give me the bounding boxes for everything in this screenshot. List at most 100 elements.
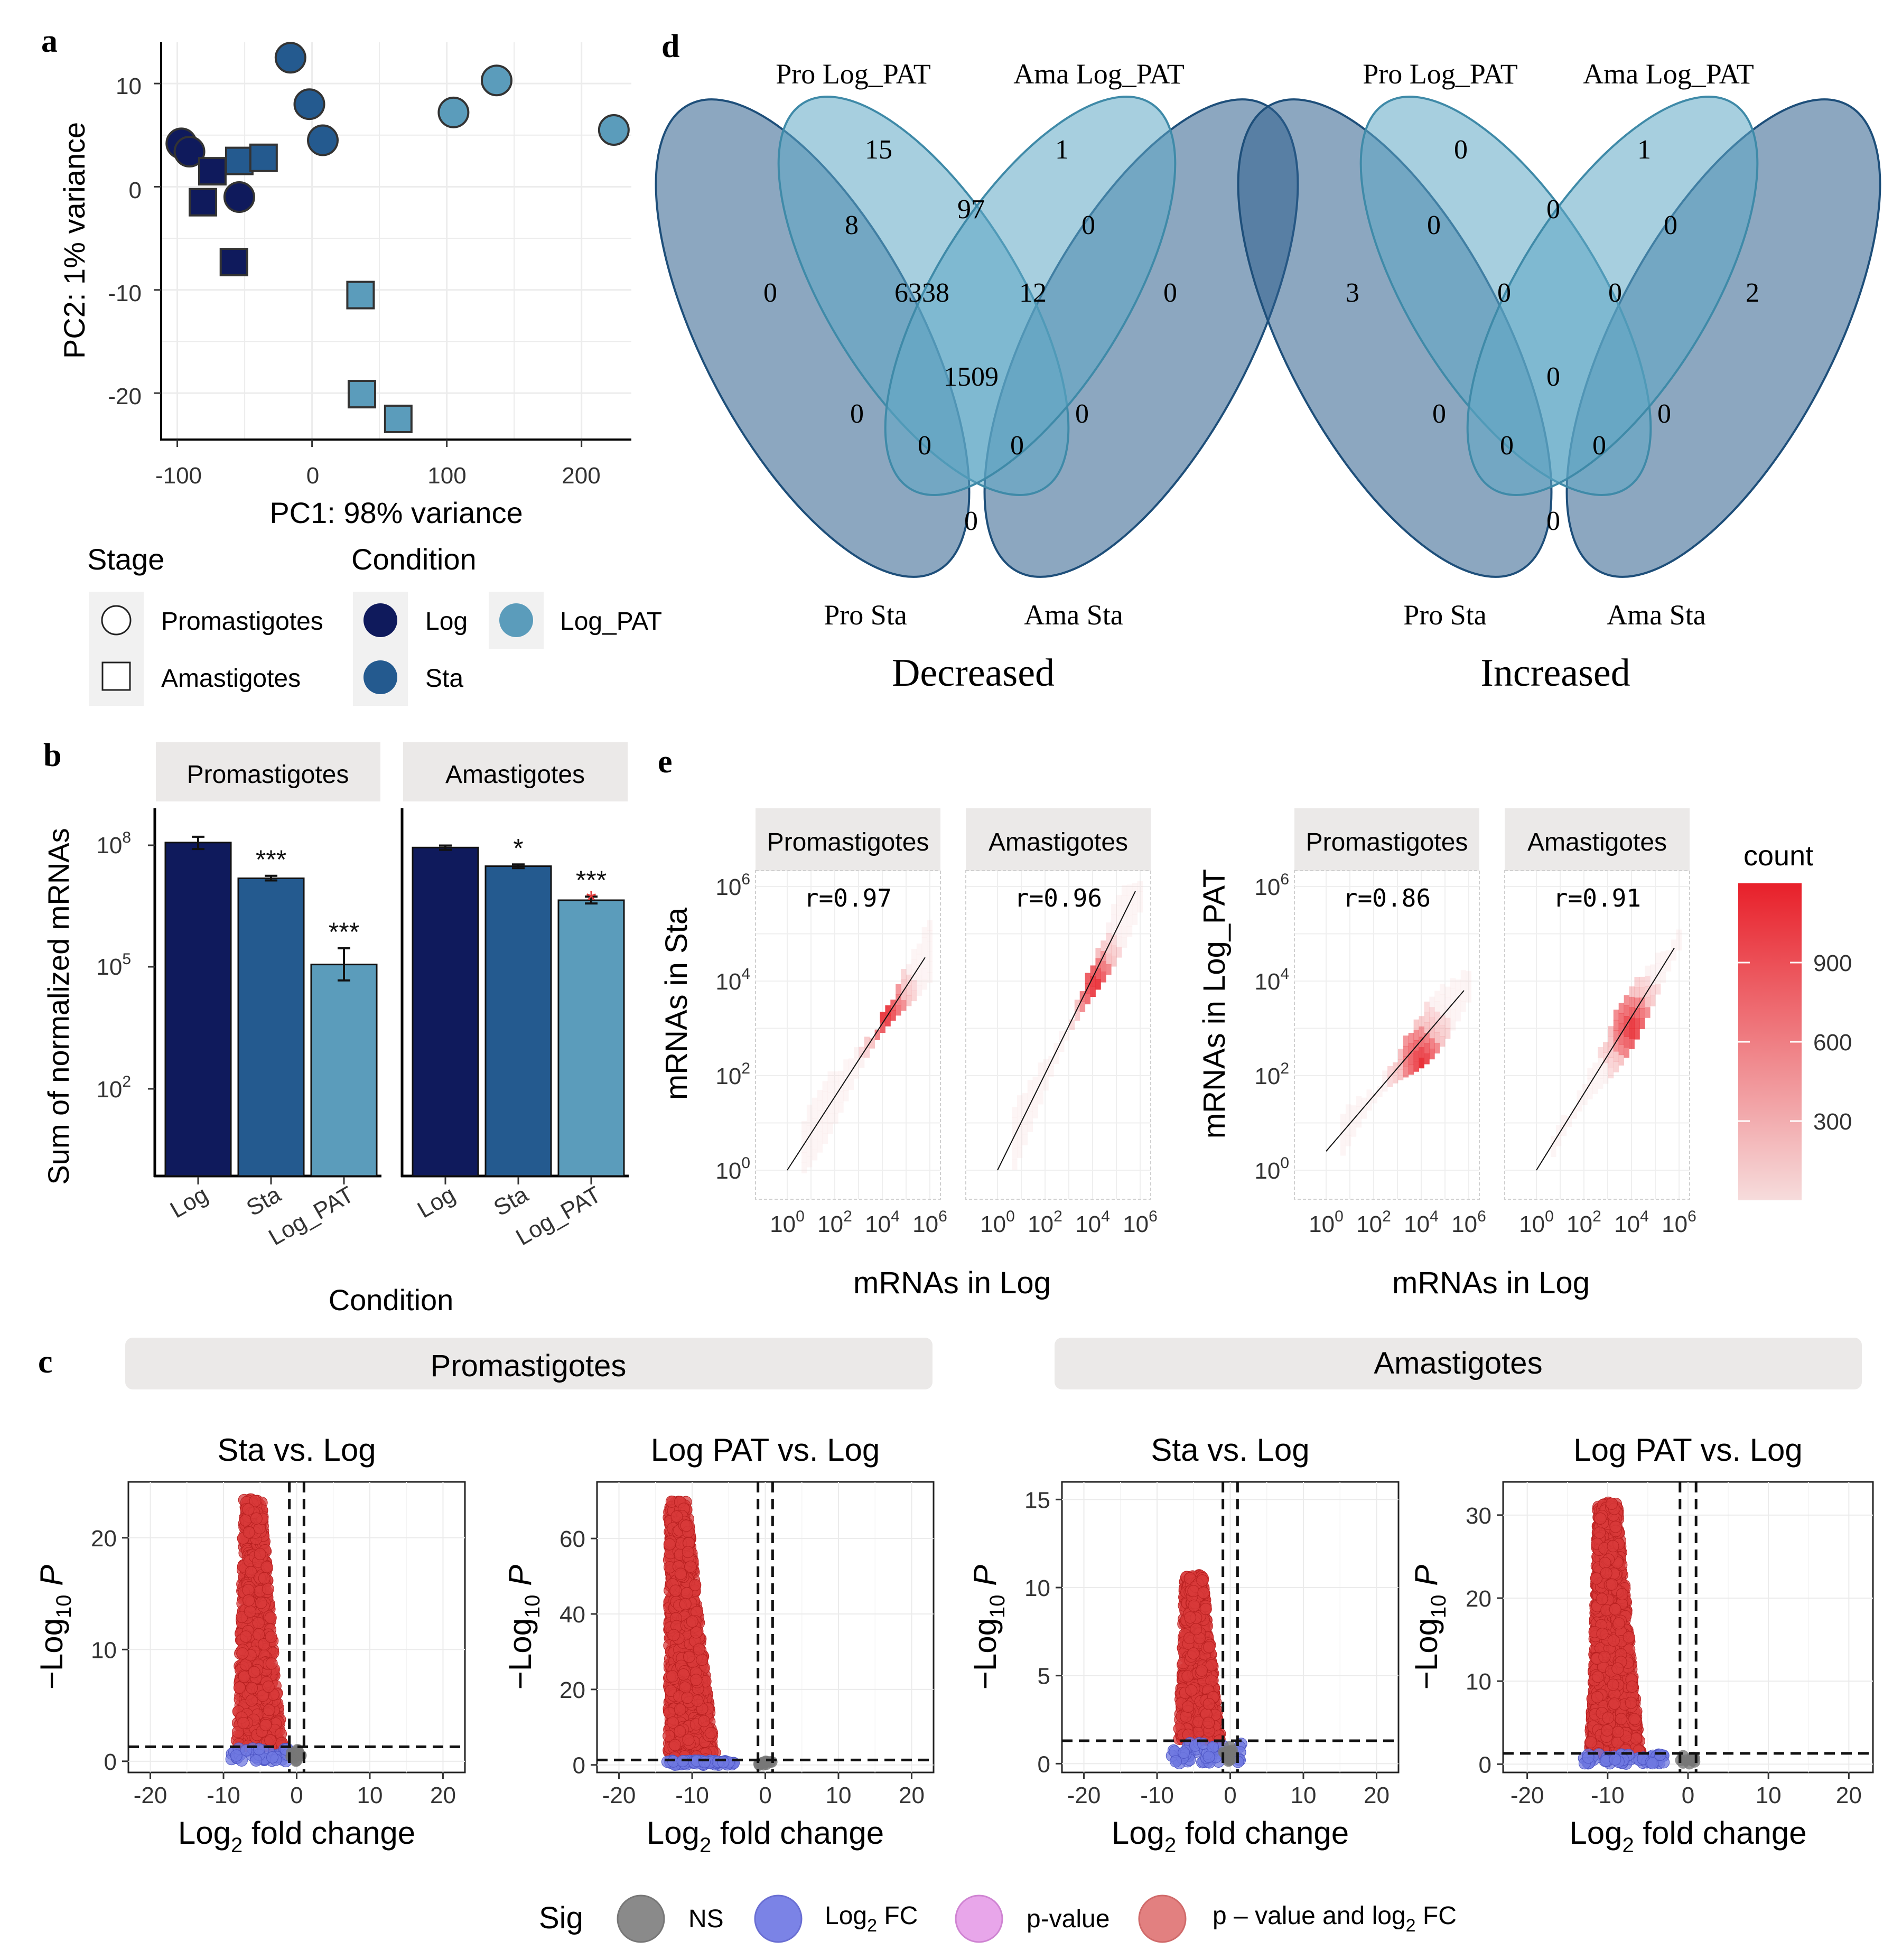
density-cell xyxy=(812,1139,818,1150)
density-cell xyxy=(1629,1018,1635,1029)
heatmap-panel xyxy=(1504,870,1690,1200)
heatmap-y-tick: 102 xyxy=(1254,1060,1289,1089)
density-cell xyxy=(827,1071,833,1082)
density-cell xyxy=(1424,1043,1430,1054)
volcano-point-sig xyxy=(666,1670,679,1683)
density-cell xyxy=(806,1156,813,1168)
density-cell xyxy=(1090,986,1096,997)
density-cell xyxy=(927,962,933,973)
volcano-point-sig xyxy=(243,1594,255,1607)
density-cell xyxy=(1106,922,1112,934)
venn-count-decreased: 12 xyxy=(1019,278,1047,308)
volcano-point-sig xyxy=(1190,1623,1202,1636)
density-cell xyxy=(1132,893,1138,904)
density-cell xyxy=(1624,1047,1629,1058)
pca-y-label: PC2: 1% variance xyxy=(58,122,91,359)
density-cell xyxy=(1566,1116,1572,1127)
density-cell xyxy=(1126,916,1133,927)
density-cell xyxy=(1429,1038,1435,1049)
density-cell xyxy=(1043,1080,1049,1091)
legend-stage-label: Amastigotes xyxy=(161,665,301,693)
volcano-point-sig xyxy=(243,1526,255,1538)
density-cell xyxy=(1455,1000,1461,1011)
bar-x-tick-label: Log xyxy=(413,1181,460,1223)
correlation-label: r=0.97 xyxy=(804,884,892,912)
volcano-point-fc xyxy=(1202,1750,1215,1763)
density-cell xyxy=(1106,954,1112,965)
density-cell xyxy=(1366,1100,1372,1111)
bar xyxy=(310,964,378,1177)
venn-count-increased: 1 xyxy=(1637,135,1651,165)
density-cell xyxy=(1121,916,1127,927)
volcano-point-sig xyxy=(663,1538,676,1551)
volcano-point-sig xyxy=(258,1572,271,1584)
density-cell xyxy=(833,1103,838,1114)
volcano-x-label: Log2 fold change xyxy=(647,1815,884,1857)
density-cell xyxy=(812,1150,818,1161)
density-cell xyxy=(1455,1011,1461,1022)
significance-stars: * xyxy=(513,833,523,863)
density-cell xyxy=(1429,1049,1435,1060)
density-cell xyxy=(1121,895,1127,907)
volcano-point-sig xyxy=(1197,1586,1210,1599)
density-cell xyxy=(801,1131,807,1142)
density-cell xyxy=(1106,943,1112,954)
density-cell xyxy=(859,1047,865,1058)
heatmap-strip-title: Promastigotes xyxy=(767,828,929,856)
density-cell xyxy=(1587,1088,1593,1099)
density-cell xyxy=(1676,929,1682,940)
density-cell xyxy=(1043,1069,1049,1080)
volcano-y-tick: 20 xyxy=(91,1526,117,1552)
volcano-point-sig xyxy=(690,1674,703,1686)
density-cell xyxy=(1356,1117,1362,1128)
density-cell xyxy=(885,1015,891,1026)
heatmap-strip xyxy=(1505,808,1690,871)
density-cell xyxy=(1551,1146,1556,1157)
density-cell xyxy=(1592,1062,1598,1074)
count-legend-tick: 600 xyxy=(1813,1030,1852,1056)
density-cell xyxy=(1555,1135,1562,1146)
heatmap-x-tick: 102 xyxy=(1356,1208,1391,1237)
density-cell xyxy=(1445,986,1451,997)
density-cell xyxy=(1434,1032,1440,1043)
volcano-y-tick: 10 xyxy=(1024,1575,1050,1601)
density-cell xyxy=(1587,1068,1593,1079)
density-cell xyxy=(1413,1061,1419,1072)
density-cell xyxy=(1629,1038,1635,1049)
density-cell xyxy=(1445,1018,1451,1029)
density-cell xyxy=(927,972,933,983)
heatmap-strip-title: Amastigotes xyxy=(1527,828,1667,856)
density-cell xyxy=(806,1135,813,1147)
bar-y-ticks: 108 105 102 xyxy=(96,829,131,1103)
density-cell xyxy=(1366,1089,1372,1100)
density-cell xyxy=(1340,1134,1346,1145)
volcano-point-sig xyxy=(236,1647,249,1660)
density-cell xyxy=(1639,1018,1645,1029)
pca-x-tick: -100 xyxy=(155,463,202,489)
density-cell xyxy=(1424,1053,1430,1065)
pca-point xyxy=(480,64,512,97)
density-cell xyxy=(1624,1037,1629,1048)
density-cell xyxy=(1603,1062,1609,1074)
density-cell xyxy=(1121,906,1127,917)
density-cell xyxy=(1577,1100,1582,1112)
density-cell xyxy=(843,1059,849,1070)
volcano-point-sig xyxy=(684,1560,697,1573)
volcano-x-label: Log2 fold change xyxy=(1112,1815,1349,1857)
density-cell xyxy=(1132,914,1138,926)
count-legend-tick: 300 xyxy=(1813,1109,1852,1135)
density-cell xyxy=(906,995,912,1006)
pca-point xyxy=(198,157,227,186)
density-cell xyxy=(822,1133,828,1144)
density-cell xyxy=(1460,970,1467,981)
venn-set-label: Ama Sta xyxy=(1607,599,1706,631)
density-cell xyxy=(1429,1028,1435,1039)
pca-gridlines xyxy=(161,42,631,440)
density-cell xyxy=(849,1079,854,1090)
density-cell xyxy=(1345,1104,1351,1115)
volcano-y-label: −Log10 P xyxy=(967,1565,1009,1690)
density-cell xyxy=(812,1108,818,1119)
density-cell xyxy=(896,984,901,995)
